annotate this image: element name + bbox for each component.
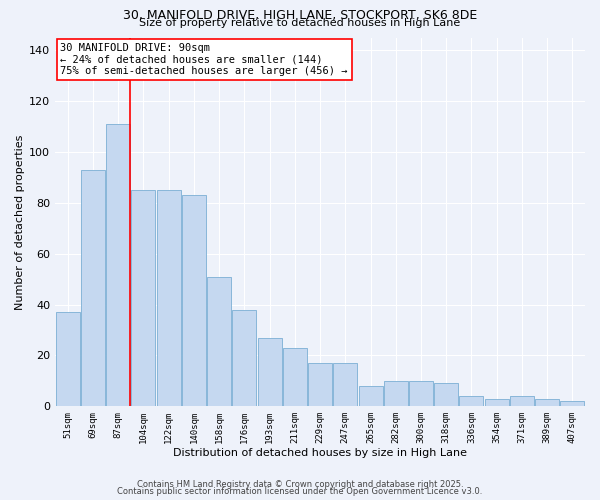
Bar <box>460 396 484 406</box>
X-axis label: Distribution of detached houses by size in High Lane: Distribution of detached houses by size … <box>173 448 467 458</box>
Bar <box>56 312 80 406</box>
Bar <box>308 363 332 406</box>
Bar <box>409 381 433 406</box>
Bar <box>334 363 357 406</box>
Bar <box>535 398 559 406</box>
Bar <box>359 386 383 406</box>
Bar <box>232 310 256 406</box>
Text: Size of property relative to detached houses in High Lane: Size of property relative to detached ho… <box>139 18 461 28</box>
Bar <box>81 170 105 406</box>
Bar <box>384 381 408 406</box>
Text: Contains HM Land Registry data © Crown copyright and database right 2025.: Contains HM Land Registry data © Crown c… <box>137 480 463 489</box>
Bar <box>182 195 206 406</box>
Bar <box>434 384 458 406</box>
Bar <box>283 348 307 406</box>
Text: 30 MANIFOLD DRIVE: 90sqm
← 24% of detached houses are smaller (144)
75% of semi-: 30 MANIFOLD DRIVE: 90sqm ← 24% of detach… <box>61 43 348 76</box>
Text: Contains public sector information licensed under the Open Government Licence v3: Contains public sector information licen… <box>118 487 482 496</box>
Y-axis label: Number of detached properties: Number of detached properties <box>15 134 25 310</box>
Bar <box>106 124 130 406</box>
Bar <box>560 401 584 406</box>
Bar <box>131 190 155 406</box>
Bar <box>207 276 231 406</box>
Bar <box>510 396 534 406</box>
Bar <box>157 190 181 406</box>
Bar <box>485 398 509 406</box>
Text: 30, MANIFOLD DRIVE, HIGH LANE, STOCKPORT, SK6 8DE: 30, MANIFOLD DRIVE, HIGH LANE, STOCKPORT… <box>123 9 477 22</box>
Bar <box>257 338 281 406</box>
